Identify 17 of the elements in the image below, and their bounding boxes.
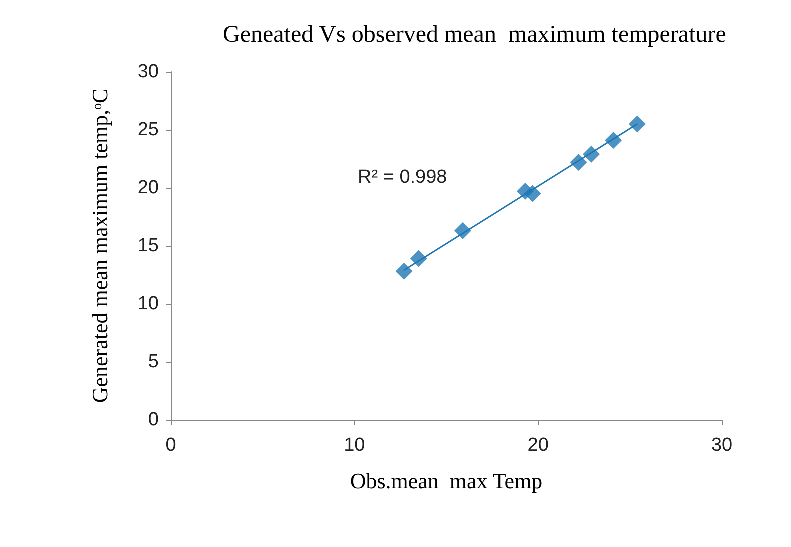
y-tick-label: 15 [138, 236, 159, 256]
y-tick-label: 10 [138, 294, 159, 314]
x-tick-label: 20 [528, 435, 549, 456]
y-tick-label: 20 [138, 178, 159, 198]
chart-title: Geneated Vs observed mean maximum temperature [223, 22, 726, 48]
point [396, 263, 413, 280]
x-tick-label: 30 [711, 435, 733, 456]
annotation: R² = 0.998 [358, 167, 448, 188]
y-axis-title: Generated mean maximum temp,ᵒC [88, 88, 112, 404]
y-tick-label: 5 [148, 352, 159, 372]
y-tick-label: 30 [138, 62, 159, 82]
x-axis-title: Obs.mean max Temp [350, 468, 543, 494]
x-tick-label: 10 [344, 435, 366, 456]
y-tick-label: 0 [148, 410, 159, 430]
x-tick-label: 0 [166, 435, 176, 456]
point [629, 116, 646, 133]
y-tick-label: 25 [138, 120, 159, 140]
